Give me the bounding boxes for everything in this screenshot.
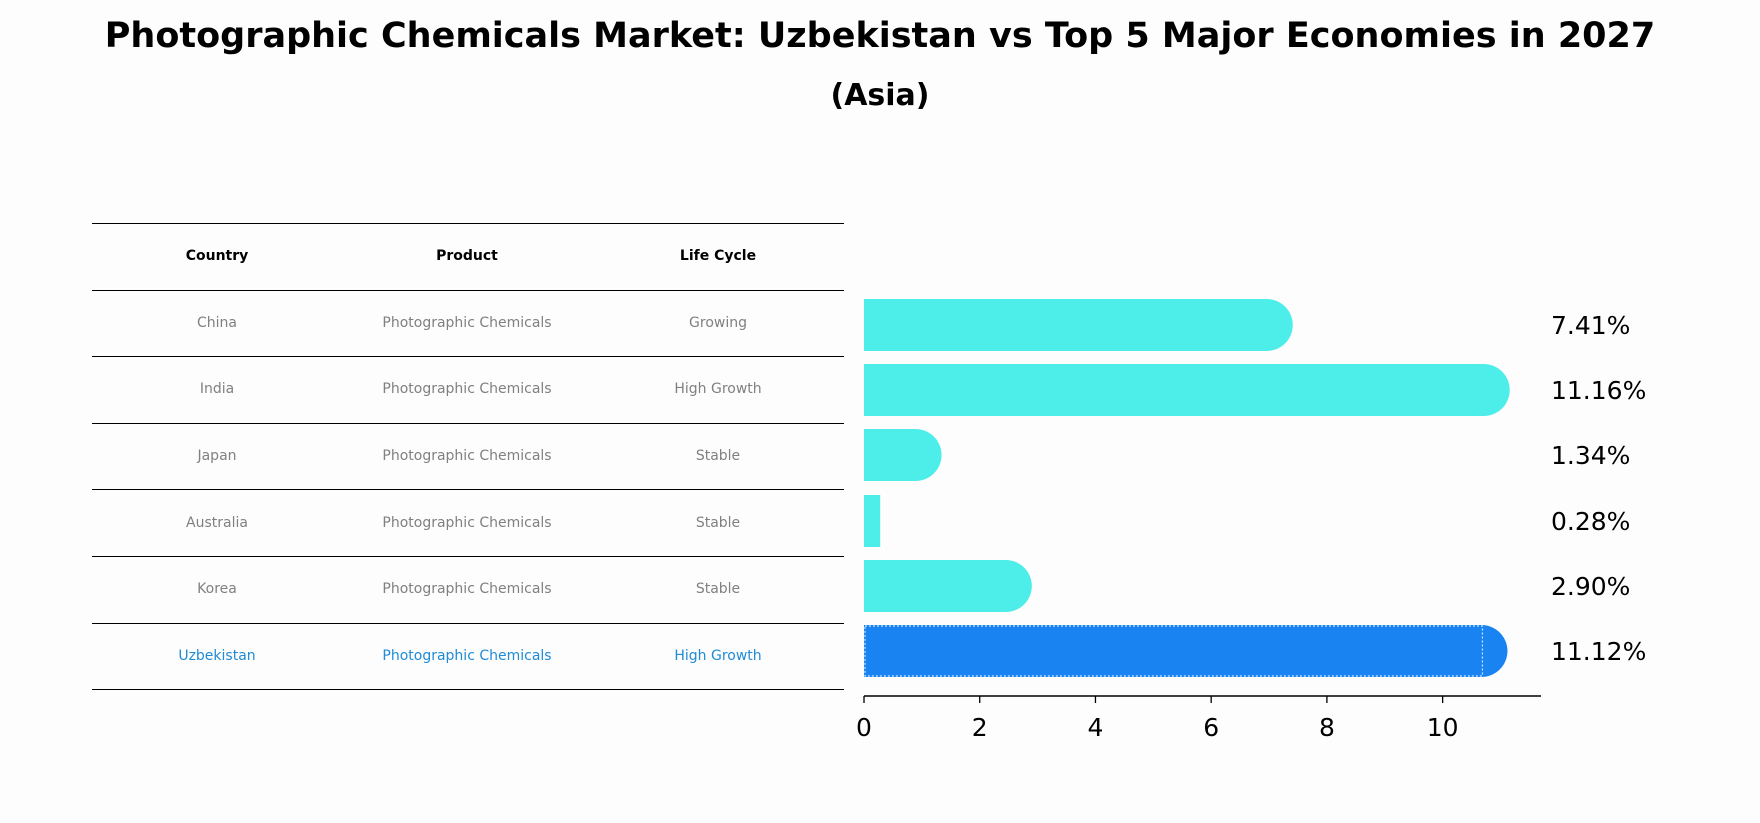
table-cell-life-cycle: Stable <box>695 514 741 531</box>
bar-value-label: 0.28% <box>1551 507 1630 536</box>
table-cell-country: Uzbekistan <box>178 647 256 664</box>
bar-china <box>864 299 1293 351</box>
chart-subtitle: (Asia) <box>830 78 930 113</box>
bar-india <box>864 364 1510 416</box>
table-rule <box>92 223 844 224</box>
table-cell-country: Korea <box>197 581 237 598</box>
table-cell-life-cycle: Stable <box>695 581 741 598</box>
bar-value-label: 2.90% <box>1551 572 1630 601</box>
bar-value-label: 11.12% <box>1551 637 1646 666</box>
table-header-product: Product <box>436 248 498 265</box>
x-tick-label: 0 <box>856 713 872 742</box>
table-rule <box>92 422 844 424</box>
table-cell-country: China <box>197 314 237 331</box>
x-tick-label: 10 <box>1427 713 1459 742</box>
table-cell-product: Photographic Chemicals <box>382 381 552 398</box>
table-cell-life-cycle: High Growth <box>674 381 762 398</box>
table-rule <box>92 489 844 491</box>
table-rule <box>92 689 844 691</box>
bar-value-label: 1.34% <box>1551 441 1630 470</box>
table-cell-country: Japan <box>197 448 237 465</box>
table-header-country: Country <box>185 248 249 265</box>
x-tick-label: 4 <box>1087 713 1103 742</box>
highlight-bar-outline <box>864 625 1484 677</box>
x-tick-label: 2 <box>972 713 988 742</box>
x-tick-label: 6 <box>1203 713 1219 742</box>
table-rule <box>92 622 844 624</box>
bar-uzbekistan <box>864 625 1508 677</box>
table-header-life-cycle: Life Cycle <box>679 248 757 265</box>
bar-value-label: 11.16% <box>1551 376 1646 405</box>
table-rule <box>92 356 844 358</box>
table-cell-country: Australia <box>186 514 248 531</box>
table-cell-life-cycle: High Growth <box>674 647 762 664</box>
bar-australia <box>864 495 881 547</box>
table-cell-product: Photographic Chemicals <box>382 647 552 664</box>
table-cell-life-cycle: Stable <box>695 448 741 465</box>
table-rule <box>92 556 844 557</box>
x-tick-label: 8 <box>1319 713 1335 742</box>
table-cell-product: Photographic Chemicals <box>382 514 552 531</box>
bar-korea <box>864 560 1032 612</box>
bar-japan <box>864 429 942 481</box>
table-cell-product: Photographic Chemicals <box>382 448 552 465</box>
table-cell-product: Photographic Chemicals <box>382 314 552 331</box>
table-cell-product: Photographic Chemicals <box>382 581 552 598</box>
table-cell-country: India <box>199 381 235 398</box>
table-rule <box>92 289 844 291</box>
bar-value-label: 7.41% <box>1551 311 1630 340</box>
table-cell-life-cycle: Growing <box>689 314 747 331</box>
chart-title: Photographic Chemicals Market: Uzbekista… <box>104 16 1656 56</box>
